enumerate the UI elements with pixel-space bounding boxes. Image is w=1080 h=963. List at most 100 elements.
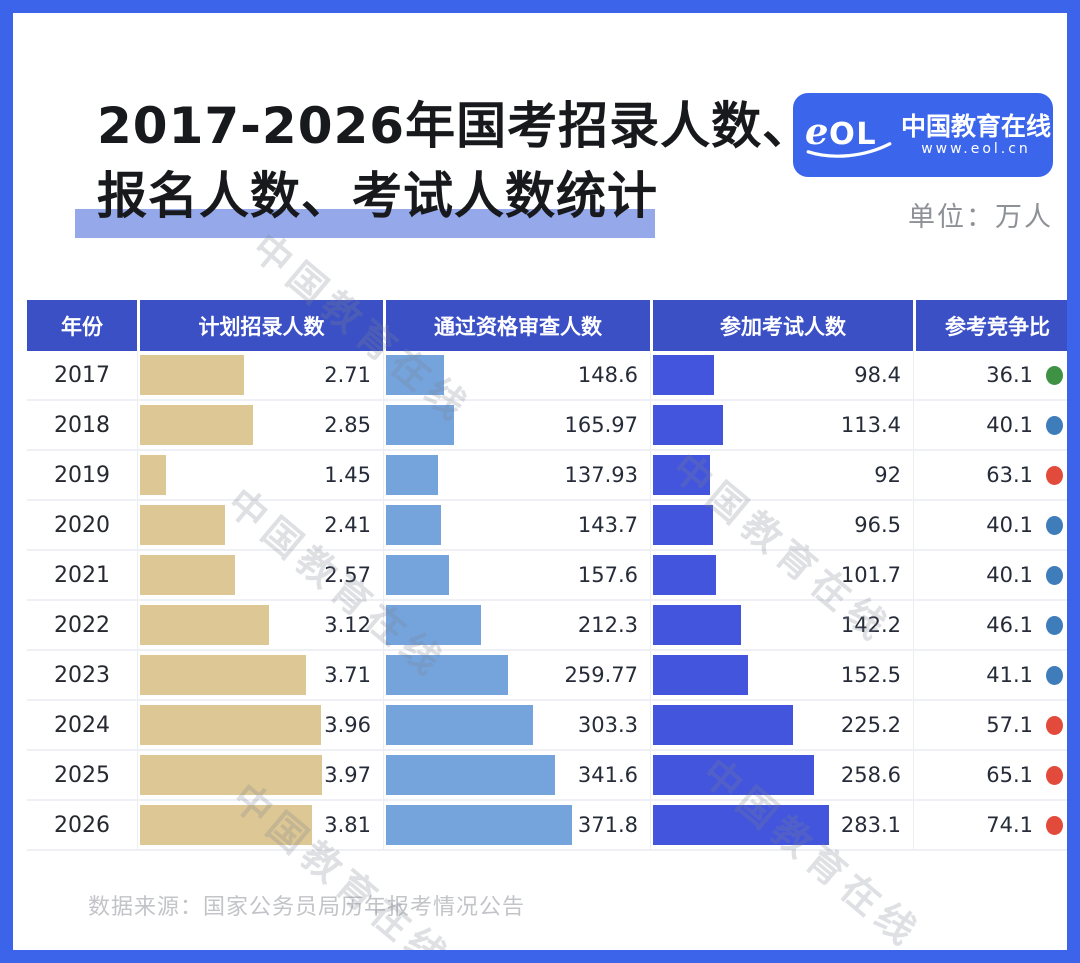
value-bar (386, 505, 442, 545)
value-label: 212.3 (577, 613, 638, 637)
bar-cell: 1.45 (137, 451, 383, 499)
value-bar (140, 705, 322, 745)
year-cell: 2021 (54, 562, 110, 588)
ratio-dot (1046, 815, 1063, 835)
bar-cell: 165.97 (383, 401, 650, 449)
value-bar (140, 505, 226, 545)
bar-cell: 2.85 (137, 401, 383, 449)
year-cell: 2023 (54, 662, 110, 688)
bar-cell: 3.97 (137, 751, 383, 799)
ratio-value: 40.1 (986, 513, 1033, 537)
ratio-cell: 41.1 (913, 651, 1067, 699)
value-label: 3.12 (324, 613, 371, 637)
table-row: 2017 2.71 148.6 98.4 36.1 (27, 351, 1067, 401)
value-label: 371.8 (577, 813, 638, 837)
ratio-value: 63.1 (986, 463, 1033, 487)
bar-cell: 96.5 (650, 501, 913, 549)
page-title: 2017-2026年国考招录人数、 报名人数、考试人数统计 (97, 91, 813, 231)
value-label: 143.7 (577, 513, 638, 537)
value-label: 101.7 (840, 563, 901, 587)
bar-cell: 2.57 (137, 551, 383, 599)
year-cell: 2018 (54, 412, 110, 438)
value-label: 142.2 (840, 613, 901, 637)
ratio-dot (1046, 365, 1063, 385)
value-label: 3.97 (324, 763, 371, 787)
unit-label: 单位：万人 (908, 202, 1053, 233)
logo-brand-text: 中国教育在线 (901, 111, 1052, 141)
value-bar (386, 355, 445, 395)
svg-text:O: O (829, 117, 855, 152)
bar-cell: 259.77 (383, 651, 650, 699)
header-year: 年份 (61, 314, 103, 339)
value-bar (653, 805, 829, 845)
value-label: 137.93 (564, 463, 638, 487)
value-bar (653, 705, 793, 745)
ratio-value: 36.1 (986, 363, 1033, 387)
value-bar (386, 405, 455, 445)
bar-cell: 92 (650, 451, 913, 499)
value-bar (386, 455, 438, 495)
year-cell: 2026 (54, 812, 110, 838)
value-label: 1.45 (324, 463, 371, 487)
bar-cell: 157.6 (383, 551, 650, 599)
ratio-value: 74.1 (986, 813, 1033, 837)
bar-cell: 3.81 (137, 801, 383, 849)
eol-logo: e O L 中国教育在线 www.eol.cn (793, 93, 1053, 177)
table-row: 2026 3.81 371.8 283.1 74.1 (27, 801, 1067, 851)
bar-cell: 2.41 (137, 501, 383, 549)
ratio-cell: 46.1 (913, 601, 1067, 649)
table-row: 2022 3.12 212.3 142.2 46.1 (27, 601, 1067, 651)
table-row: 2021 2.57 157.6 101.7 40.1 (27, 551, 1067, 601)
year-cell: 2024 (54, 712, 110, 738)
bar-cell: 258.6 (650, 751, 913, 799)
bar-cell: 225.2 (650, 701, 913, 749)
value-label: 152.5 (840, 663, 901, 687)
ratio-cell: 65.1 (913, 751, 1067, 799)
value-label: 92 (874, 463, 901, 487)
ratio-cell: 40.1 (913, 401, 1067, 449)
ratio-cell: 40.1 (913, 501, 1067, 549)
value-label: 2.71 (324, 363, 371, 387)
bar-cell: 3.12 (137, 601, 383, 649)
value-bar (653, 405, 724, 445)
table-body: 2017 2.71 148.6 98.4 36.1 2018 2.85 165.97 113.4… (27, 351, 1067, 851)
ratio-value: 40.1 (986, 563, 1033, 587)
header-qualified-applicants: 通过资格审查人数 (383, 300, 650, 351)
header-competition-ratio: 参考竞争比 (913, 300, 1067, 351)
value-label: 259.77 (564, 663, 638, 687)
value-bar (140, 755, 322, 795)
value-bar (140, 605, 270, 645)
year-cell: 2019 (54, 462, 110, 488)
value-label: 2.41 (324, 513, 371, 537)
value-bar (653, 605, 742, 645)
value-bar (653, 355, 714, 395)
year-cell: 2022 (54, 612, 110, 638)
svg-text:e: e (805, 109, 828, 153)
table-row: 2020 2.41 143.7 96.5 40.1 (27, 501, 1067, 551)
bar-cell: 152.5 (650, 651, 913, 699)
header-planned-recruits: 计划招录人数 (137, 300, 383, 351)
ratio-value: 40.1 (986, 413, 1033, 437)
value-label: 2.85 (324, 413, 371, 437)
data-source: 数据来源：国家公务员局历年报考情况公告 (88, 895, 526, 920)
value-label: 341.6 (577, 763, 638, 787)
logo-text-block: 中国教育在线 www.eol.cn (901, 111, 1052, 158)
bar-cell: 101.7 (650, 551, 913, 599)
bar-cell: 142.2 (650, 601, 913, 649)
year-cell: 2017 (54, 362, 110, 388)
value-bar (140, 405, 253, 445)
ratio-cell: 36.1 (913, 351, 1067, 399)
ratio-value: 41.1 (986, 663, 1033, 687)
value-bar (140, 455, 166, 495)
value-bar (386, 655, 508, 695)
logo-url-text: www.eol.cn (921, 141, 1031, 158)
table-row: 2018 2.85 165.97 113.4 40.1 (27, 401, 1067, 451)
table-row: 2023 3.71 259.77 152.5 41.1 (27, 651, 1067, 701)
title-line2: 报名人数、考试人数统计 (97, 167, 658, 225)
ratio-dot (1046, 615, 1063, 635)
value-bar (653, 755, 814, 795)
bar-cell: 212.3 (383, 601, 650, 649)
value-bar (140, 655, 306, 695)
value-label: 165.97 (564, 413, 638, 437)
